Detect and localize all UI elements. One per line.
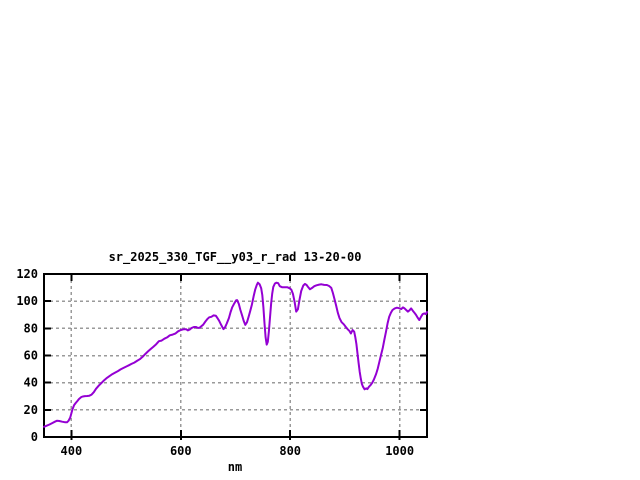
y-tick-label: 80	[24, 321, 38, 335]
x-axis-label: nm	[228, 460, 242, 474]
x-tick-label: 800	[279, 444, 301, 458]
y-tick-label: 100	[16, 294, 38, 308]
y-tick-label: 40	[24, 376, 38, 390]
x-tick-label: 400	[61, 444, 83, 458]
x-tick-label: 1000	[385, 444, 414, 458]
spectrum-curve	[43, 281, 428, 428]
chart-title: sr_2025_330_TGF__y03_r_rad 13-20-00	[109, 250, 362, 265]
x-tick-label: 600	[170, 444, 192, 458]
y-tick-label: 120	[16, 267, 38, 281]
grid-lines	[44, 274, 427, 437]
y-tick-label: 60	[24, 349, 38, 363]
y-tick-labels: 0 20 40 60 80 100 120	[16, 267, 38, 444]
y-tick-label: 0	[31, 430, 38, 444]
y-tick-label: 20	[24, 403, 38, 417]
x-tick-labels: 400 600 800 1000	[61, 444, 415, 458]
axis-ticks	[44, 273, 427, 440]
